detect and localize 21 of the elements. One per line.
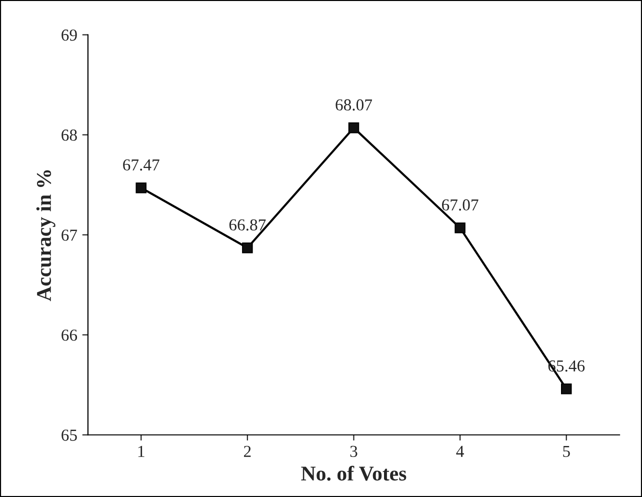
y-tick-label: 65 xyxy=(62,430,77,441)
point xyxy=(560,383,572,394)
data-label: 67.47 xyxy=(123,159,160,171)
data-label: 67.07 xyxy=(442,199,478,211)
y-tick-label: 67 xyxy=(62,230,78,241)
y-tick-label: 66 xyxy=(62,330,78,341)
data-label: 66.87 xyxy=(229,219,266,231)
x-tick-label: 3 xyxy=(350,446,358,458)
x-tick-label: 4 xyxy=(456,446,464,457)
point xyxy=(454,222,466,234)
point xyxy=(136,182,146,194)
x-tick-label: 1 xyxy=(138,446,144,457)
y-tick-label: 68 xyxy=(62,130,77,141)
data-label: 68.07 xyxy=(336,99,372,111)
y-axis-title: Accuracy in % xyxy=(36,170,56,302)
y-tick-label: 69 xyxy=(62,30,77,41)
point xyxy=(242,242,253,254)
x-axis-title: No. of Votes xyxy=(301,466,406,481)
x-tick-label: 5 xyxy=(563,446,570,458)
x-tick-label: 2 xyxy=(244,446,251,457)
point xyxy=(348,122,360,134)
